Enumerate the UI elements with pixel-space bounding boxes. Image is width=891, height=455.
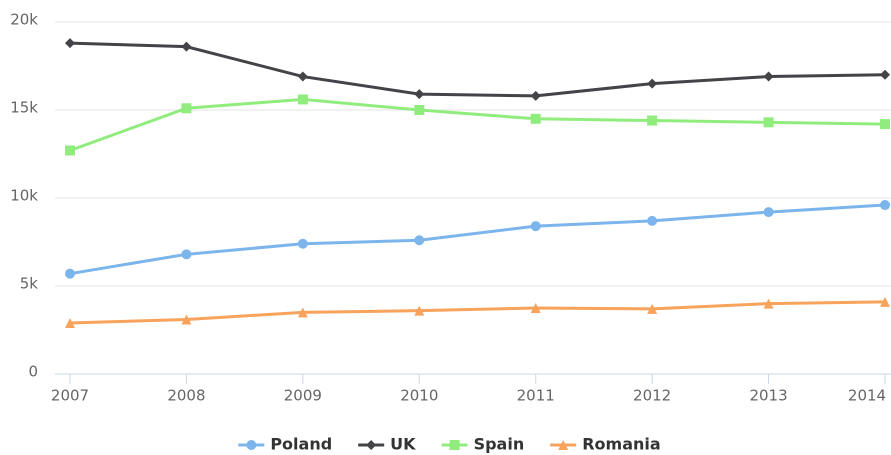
legend: Poland UK Spain Romania bbox=[238, 435, 661, 454]
marker bbox=[530, 303, 541, 313]
marker bbox=[530, 90, 541, 101]
marker bbox=[880, 119, 890, 130]
marker bbox=[414, 235, 425, 246]
y-tick-label: 15k bbox=[10, 99, 38, 117]
x-tick-label: 2008 bbox=[167, 387, 205, 405]
marker bbox=[181, 41, 192, 52]
marker bbox=[880, 296, 890, 307]
marker bbox=[647, 215, 658, 226]
x-tick-label: 2009 bbox=[284, 387, 322, 405]
marker bbox=[763, 207, 774, 218]
marker bbox=[530, 221, 541, 232]
marker bbox=[763, 298, 774, 309]
legend-item: Spain bbox=[441, 435, 525, 454]
marker bbox=[65, 145, 75, 156]
marker bbox=[414, 89, 425, 100]
x-tick-label: 2011 bbox=[517, 387, 555, 405]
marker bbox=[65, 317, 75, 328]
marker bbox=[181, 249, 192, 260]
marker bbox=[558, 440, 569, 450]
marker bbox=[297, 94, 308, 105]
legend-text: Poland bbox=[270, 435, 332, 454]
series-line bbox=[69, 300, 886, 325]
marker bbox=[880, 200, 890, 211]
marker bbox=[763, 71, 774, 82]
marker bbox=[880, 69, 890, 80]
marker bbox=[763, 117, 774, 128]
marker bbox=[647, 115, 658, 126]
y-tick-label: 5k bbox=[20, 275, 39, 293]
legend-item: Romania bbox=[550, 435, 661, 454]
x-tick-label: 2014 bbox=[848, 387, 886, 405]
y-tick-label: 10k bbox=[10, 187, 38, 205]
marker bbox=[297, 238, 308, 249]
x-tick-label: 2013 bbox=[749, 387, 787, 405]
legend-text: UK bbox=[390, 435, 416, 454]
legend-text: Romania bbox=[582, 435, 660, 454]
series-line bbox=[69, 97, 886, 152]
x-tick-label: 2007 bbox=[51, 387, 89, 405]
marker bbox=[181, 103, 192, 114]
marker bbox=[297, 71, 308, 82]
series-line bbox=[69, 41, 886, 98]
marker bbox=[449, 440, 460, 450]
legend-text: Spain bbox=[474, 435, 525, 454]
marker bbox=[65, 268, 75, 279]
y-tick-label: 20k bbox=[10, 11, 38, 29]
marker bbox=[414, 105, 425, 115]
series-line bbox=[69, 203, 886, 276]
marker bbox=[366, 440, 377, 450]
marker bbox=[297, 307, 308, 318]
marker bbox=[181, 314, 192, 325]
marker bbox=[246, 440, 257, 450]
legend-item: UK bbox=[358, 435, 416, 454]
marker bbox=[647, 78, 658, 89]
y-tick-label: 0 bbox=[28, 363, 38, 381]
marker bbox=[65, 38, 75, 49]
marker bbox=[647, 303, 658, 314]
x-tick-label: 2010 bbox=[400, 387, 438, 405]
legend-item: Poland bbox=[238, 435, 332, 454]
marker bbox=[530, 113, 541, 124]
marker bbox=[414, 305, 425, 316]
x-tick-label: 2012 bbox=[633, 387, 671, 405]
